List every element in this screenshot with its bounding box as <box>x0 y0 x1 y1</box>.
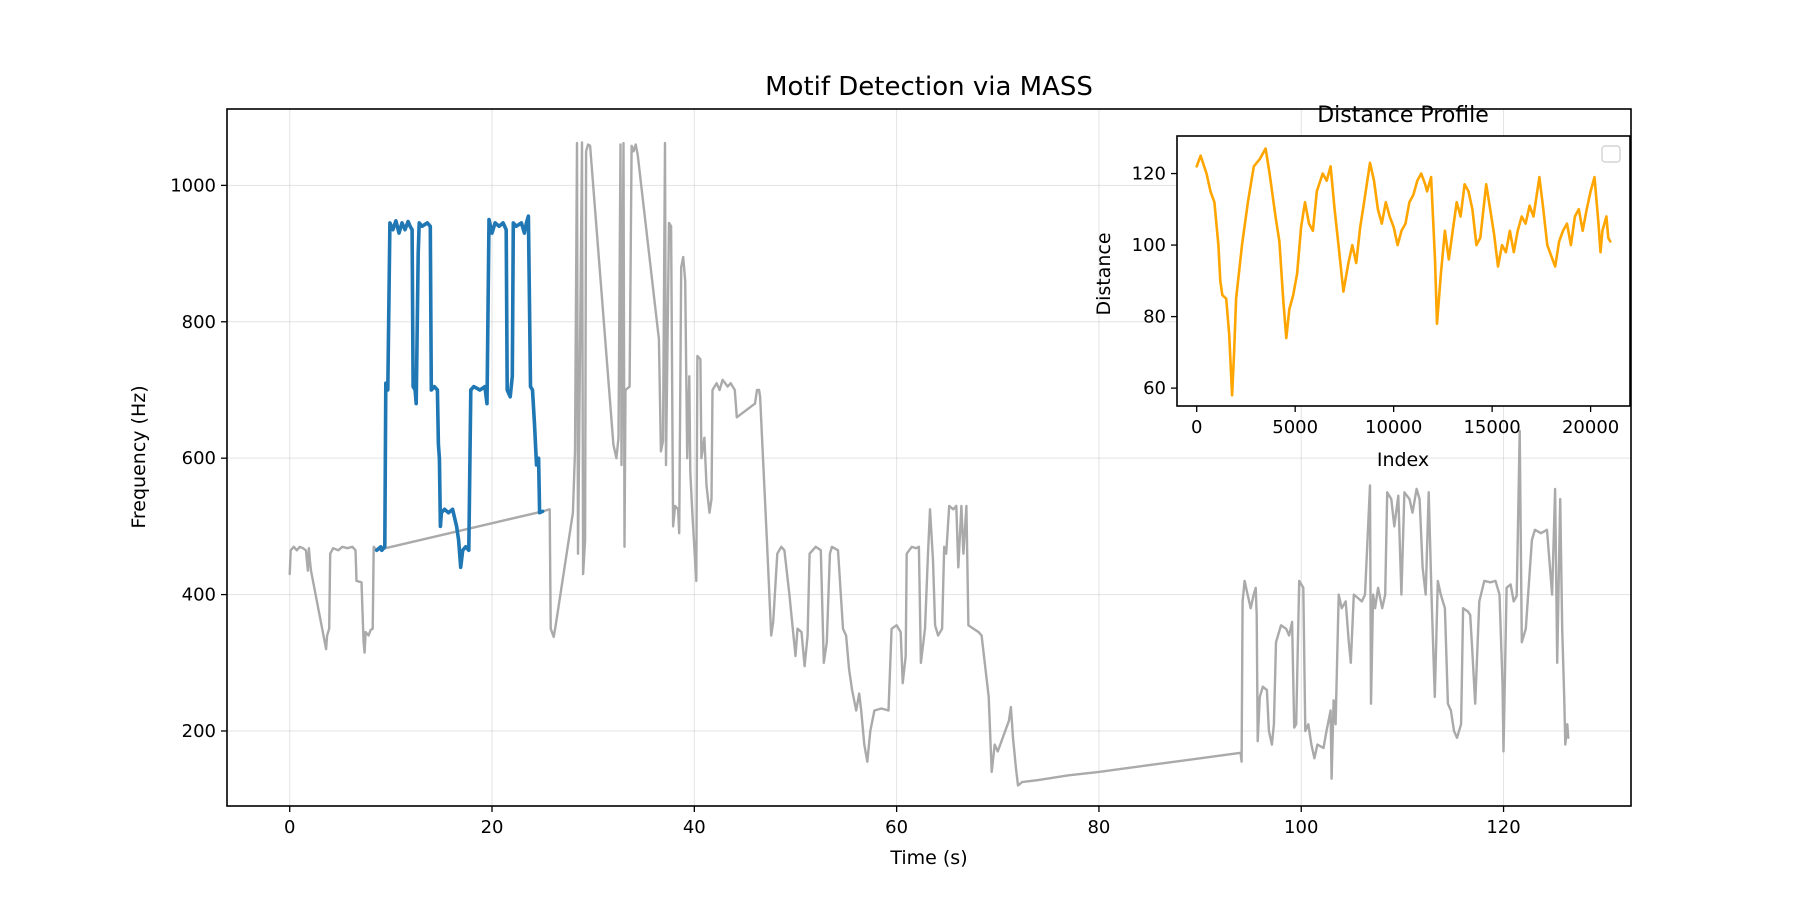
inset-y-tick-label: 120 <box>1132 164 1166 185</box>
inset-y-ticks: 60 80 100 120 <box>1132 164 1177 399</box>
inset-y-axis-label: Distance <box>1093 232 1115 315</box>
inset-x-axis-label: Index <box>1377 449 1429 471</box>
main-x-axis-label: Time (s) <box>889 847 967 869</box>
inset-legend-box <box>1601 145 1621 163</box>
main-x-tick-label: 40 <box>683 817 706 838</box>
main-y-tick-label: 200 <box>182 721 216 742</box>
main-chart-title: Motif Detection via MASS <box>765 72 1093 102</box>
main-y-tick-label: 800 <box>182 312 216 333</box>
main-plot-frame <box>226 108 1632 807</box>
inset-series-group <box>1195 147 1612 397</box>
main-y-axis-label: Frequency (Hz) <box>128 385 150 528</box>
main-x-tick-label: 0 <box>284 817 295 838</box>
main-x-ticks: 0 20 40 60 80 100 120 <box>284 806 1521 838</box>
main-x-tick-label: 20 <box>481 817 504 838</box>
main-y-tick-label: 400 <box>182 585 216 606</box>
main-series-group <box>288 141 1570 787</box>
inset-y-tick-label: 100 <box>1132 235 1166 256</box>
main-x-tick-label: 60 <box>885 817 908 838</box>
inset-y-tick-label: 80 <box>1143 307 1166 328</box>
main-x-tick-label: 120 <box>1486 817 1520 838</box>
main-y-ticks: 200 400 600 800 1000 <box>170 175 227 742</box>
main-y-tick-label: 1000 <box>170 175 216 196</box>
main-x-tick-label: 100 <box>1284 817 1318 838</box>
main-series-line-1 <box>374 214 545 570</box>
inset-series-line-0 <box>1195 147 1612 397</box>
inset-chart-title: Distance Profile <box>1317 103 1489 128</box>
main-x-tick-label: 80 <box>1087 817 1110 838</box>
main-y-tick-label: 600 <box>182 448 216 469</box>
inset-axes: 0 5000 10000 15000 20000 60 80 100 120 Distance… <box>1093 103 1631 471</box>
inset-x-tick-label: 20000 <box>1562 417 1619 438</box>
inset-plot-frame <box>1176 135 1631 407</box>
inset-x-tick-label: 5000 <box>1272 417 1318 438</box>
inset-x-tick-label: 10000 <box>1365 417 1422 438</box>
inset-x-tick-label: 15000 <box>1463 417 1520 438</box>
inset-x-tick-label: 0 <box>1191 417 1202 438</box>
main-series-line-0 <box>288 141 1570 787</box>
inset-x-ticks: 0 5000 10000 15000 20000 <box>1191 406 1619 438</box>
inset-y-tick-label: 60 <box>1143 378 1166 399</box>
inset-plot-background <box>1177 136 1630 406</box>
